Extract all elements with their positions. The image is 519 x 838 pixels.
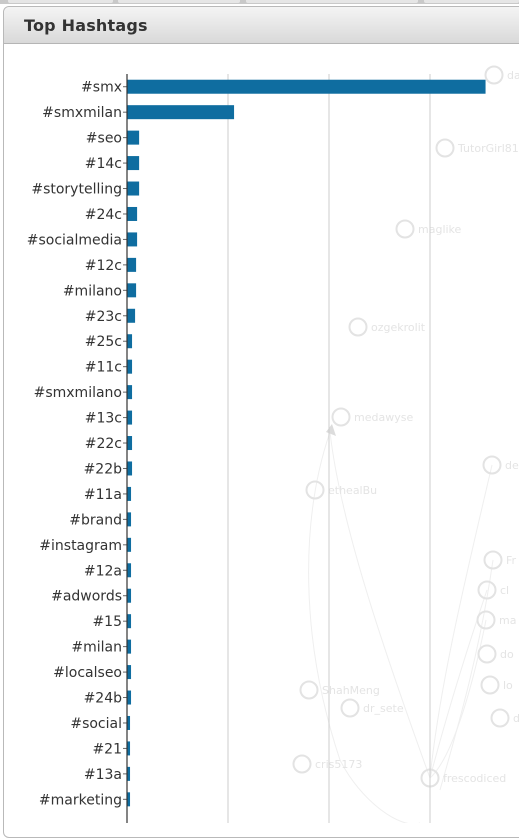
- tick-label: #13a: [84, 767, 122, 783]
- tick-label: #23c: [85, 309, 122, 325]
- tick-label: #milan: [71, 640, 122, 656]
- bar-12c[interactable]: [127, 258, 136, 272]
- tick-label: #adwords: [51, 589, 122, 605]
- tick-label: #localseo: [53, 665, 122, 681]
- tick-label: #14c: [85, 156, 122, 172]
- tick-label: #socialmedia: [27, 232, 122, 248]
- bar-24b[interactable]: [127, 691, 131, 705]
- bar-11a[interactable]: [127, 487, 131, 501]
- bar-brand[interactable]: [127, 512, 131, 526]
- tick-label: #21: [92, 741, 122, 757]
- bar-adwords[interactable]: [127, 589, 131, 603]
- tick-label: #storytelling: [31, 182, 122, 198]
- bar-25c[interactable]: [127, 334, 132, 348]
- tick-label: #social: [70, 716, 122, 732]
- bar-12a[interactable]: [127, 563, 131, 577]
- tick-label: #milano: [63, 283, 122, 299]
- bar-smxmilan[interactable]: [127, 105, 234, 119]
- bar-11c[interactable]: [127, 360, 132, 374]
- tick-label: #instagram: [39, 538, 122, 554]
- tick-label: #11a: [84, 487, 122, 503]
- bar-seo[interactable]: [127, 131, 139, 145]
- tick-label: #25c: [85, 334, 122, 350]
- tick-label: #12c: [85, 258, 122, 274]
- bar-milano[interactable]: [127, 283, 136, 297]
- bar-milan[interactable]: [127, 640, 131, 654]
- tick-label: #11c: [85, 360, 122, 376]
- bar-24c[interactable]: [127, 207, 137, 221]
- tick-label: #15: [92, 614, 122, 630]
- bar-22c[interactable]: [127, 436, 132, 450]
- bar-23c[interactable]: [127, 309, 135, 323]
- tick-label: #seo: [86, 131, 122, 147]
- bar-22b[interactable]: [127, 461, 132, 475]
- bar-13c[interactable]: [127, 411, 132, 425]
- tick-label: #smxmilano: [34, 385, 122, 401]
- tick-label: #13c: [85, 411, 122, 427]
- bar-socialmedia[interactable]: [127, 232, 137, 246]
- tick-label: #24b: [84, 691, 123, 707]
- bar-storytelling[interactable]: [127, 182, 139, 196]
- bar-smx[interactable]: [127, 80, 486, 94]
- tick-label: #22b: [84, 461, 123, 477]
- bar-smxmilano[interactable]: [127, 385, 132, 399]
- bar-localseo[interactable]: [127, 665, 131, 679]
- tick-label: #22c: [85, 436, 122, 452]
- tick-label: #12a: [84, 563, 122, 579]
- tick-label: #smxmilan: [42, 105, 122, 121]
- tick-label: #smx: [81, 80, 122, 96]
- tick-label: #brand: [69, 512, 122, 528]
- tick-label: #24c: [85, 207, 122, 223]
- bar-15[interactable]: [127, 614, 131, 628]
- bar-14c[interactable]: [127, 156, 139, 170]
- bar-instagram[interactable]: [127, 538, 131, 552]
- tick-label: #marketing: [39, 792, 122, 808]
